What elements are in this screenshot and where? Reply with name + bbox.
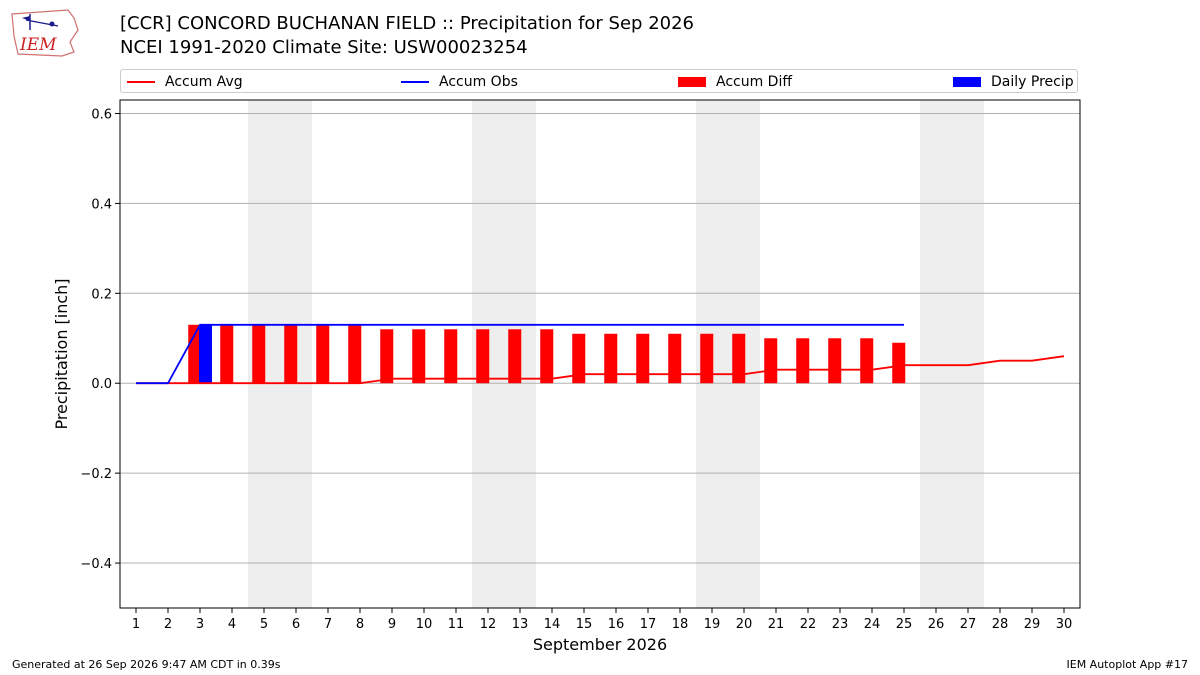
- x-tick-label: 21: [768, 617, 785, 632]
- accum-diff-bar: [508, 329, 522, 384]
- chart-title: [CCR] CONCORD BUCHANAN FIELD :: Precipit…: [120, 12, 694, 60]
- daily-precip-bar: [199, 324, 212, 384]
- x-tick-label: 16: [608, 617, 625, 632]
- plot-frame: [119, 99, 1081, 609]
- x-tick-label: 17: [640, 617, 657, 632]
- x-tick-label: 26: [928, 617, 945, 632]
- accum-diff-bar: [412, 329, 426, 384]
- y-tick-label: −0.4: [80, 557, 112, 572]
- x-tick-label: 25: [896, 617, 913, 632]
- accum-diff-bar: [284, 324, 298, 384]
- legend-label-accum-obs: Accum Obs: [439, 74, 518, 90]
- x-tick-label: 5: [260, 617, 268, 632]
- legend-item-accum-obs: Accum Obs: [401, 70, 518, 94]
- x-tick-label: 20: [736, 617, 753, 632]
- accum-diff-bar: [252, 324, 266, 384]
- x-tick-label: 15: [576, 617, 593, 632]
- x-tick-label: 18: [672, 617, 689, 632]
- x-tick-label: 28: [992, 617, 1009, 632]
- x-tick-label: 9: [388, 617, 396, 632]
- y-axis-label: Precipitation [inch]: [52, 278, 71, 429]
- accum-diff-bar: [540, 329, 554, 384]
- accum-obs-line: [136, 323, 904, 385]
- accum-diff-bar: [572, 333, 586, 384]
- x-tick-label: 22: [800, 617, 817, 632]
- legend-label-daily-precip: Daily Precip: [991, 74, 1074, 90]
- accum-diff-bar: [380, 329, 394, 384]
- legend-item-accum-diff: Accum Diff: [678, 70, 792, 94]
- x-tick-label: 27: [960, 617, 977, 632]
- accum-diff-bar: [828, 338, 842, 384]
- accum-diff-bar: [476, 329, 490, 384]
- accum-diff-bar: [444, 329, 458, 384]
- legend: Accum Avg Accum Obs Accum Diff Daily Pre…: [120, 69, 1078, 93]
- y-tick-label: 0.6: [91, 107, 112, 122]
- x-tick-label: 11: [448, 617, 465, 632]
- legend-label-accum-diff: Accum Diff: [716, 74, 793, 90]
- accum-diff-bar: [604, 333, 618, 384]
- legend-swatch-accum-obs: [401, 81, 429, 83]
- accum-diff-bar: [348, 324, 362, 384]
- legend-swatch-daily-precip: [953, 77, 981, 87]
- x-tick-label: 6: [292, 617, 300, 632]
- y-tick-label: 0.0: [91, 377, 112, 392]
- y-tick-label: 0.4: [91, 197, 112, 212]
- footer-generated: Generated at 26 Sep 2026 9:47 AM CDT in …: [12, 658, 281, 671]
- accum-avg-line: [136, 355, 1065, 385]
- accum-diff-bar: [700, 333, 714, 384]
- legend-item-daily-precip: Daily Precip: [953, 70, 1074, 94]
- accum-diff-bar: [892, 342, 906, 384]
- x-tick-label: 3: [196, 617, 204, 632]
- x-tick-label: 12: [480, 617, 497, 632]
- accum-diff-bar: [764, 338, 778, 384]
- y-tick-label: −0.2: [80, 467, 112, 482]
- x-axis-label: September 2026: [533, 635, 667, 654]
- x-tick-label: 8: [356, 617, 364, 632]
- accum-diff-bar: [220, 324, 234, 384]
- x-tick-label: 19: [704, 617, 721, 632]
- x-tick-label: 29: [1024, 617, 1041, 632]
- footer-app: IEM Autoplot App #17: [1066, 658, 1189, 671]
- title-line-2: NCEI 1991-2020 Climate Site: USW00023254: [120, 37, 528, 58]
- title-line-1: [CCR] CONCORD BUCHANAN FIELD :: Precipit…: [120, 13, 694, 34]
- iem-logo: IEM: [11, 9, 79, 57]
- x-tick-label: 13: [512, 617, 529, 632]
- x-tick-label: 4: [228, 617, 236, 632]
- accum-diff-bar: [316, 324, 330, 384]
- legend-swatch-accum-avg: [127, 81, 155, 83]
- legend-item-accum-avg: Accum Avg: [127, 70, 243, 94]
- x-tick-label: 10: [416, 617, 433, 632]
- legend-swatch-accum-diff: [678, 77, 706, 87]
- x-tick-label: 1: [132, 617, 140, 632]
- x-tick-label: 2: [164, 617, 172, 632]
- x-tick-label: 23: [832, 617, 849, 632]
- accum-diff-bar: [732, 333, 746, 384]
- accum-diff-bar: [796, 338, 810, 384]
- logo-text: IEM: [19, 35, 57, 55]
- accum-diff-bar: [668, 333, 682, 384]
- y-tick-label: 0.2: [91, 287, 112, 302]
- weekend-band-4: [920, 100, 984, 608]
- x-tick-label: 24: [864, 617, 881, 632]
- x-tick-label: 30: [1056, 617, 1073, 632]
- legend-label-accum-avg: Accum Avg: [165, 74, 243, 90]
- x-tick-label: 7: [324, 617, 332, 632]
- x-tick-label: 14: [544, 617, 561, 632]
- accum-diff-bar: [860, 338, 874, 384]
- accum-diff-bar: [636, 333, 650, 384]
